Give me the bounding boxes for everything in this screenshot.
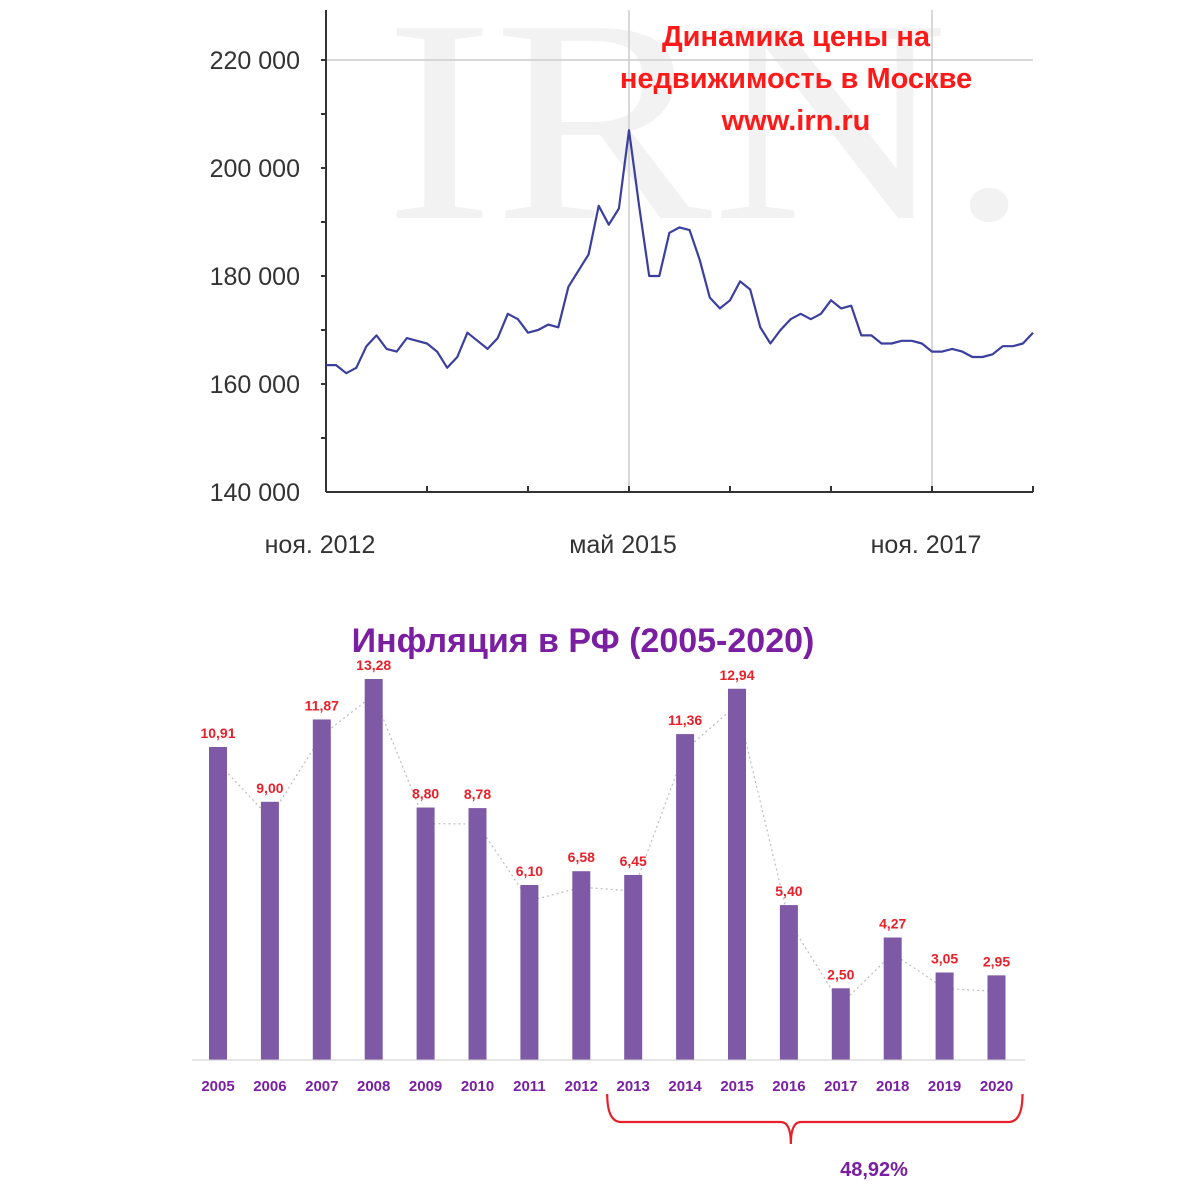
y-tick-label: 140 000 [210, 479, 300, 507]
bar-value-labels: 10,91 9,00 11,87 13,28 8,80 8,78 6,10 6,58 6,45 1… [200, 657, 1010, 982]
year-label-2018: 2018 [876, 1078, 909, 1095]
year-label-2006: 2006 [253, 1078, 286, 1095]
year-label-2020: 2020 [980, 1078, 1013, 1095]
bar-value-label-2006: 9,00 [256, 780, 283, 796]
y-tick-label: 160 000 [210, 371, 300, 399]
bar-2007 [312, 719, 331, 1060]
chart-title-line-3: www.irn.ru [721, 105, 871, 137]
chart-title-line-1: Динамика цены на [662, 21, 931, 53]
year-label-2005: 2005 [201, 1078, 234, 1095]
y-tick-label: 180 000 [210, 263, 300, 291]
bar-2009 [416, 807, 435, 1060]
bar-value-label-2019: 3,05 [931, 950, 958, 966]
trend-line [217, 694, 997, 1006]
year-label-2016: 2016 [772, 1078, 805, 1095]
bar-value-label-2011: 6,10 [516, 863, 543, 879]
y-tick-label: 200 000 [210, 155, 300, 183]
bar-2005 [209, 746, 227, 1060]
bar-value-label-2009: 8,80 [412, 786, 439, 802]
price-line [326, 129, 1034, 375]
year-label-2015: 2015 [720, 1078, 753, 1095]
x-tick-label: ноя. 2012 [265, 531, 376, 559]
bars [209, 679, 1006, 1060]
x-tick-labels: ноя. 2012 май 2015 ноя. 2017 [265, 531, 982, 559]
bar-2020 [987, 975, 1006, 1060]
bar-2011 [520, 884, 539, 1060]
year-label-2010: 2010 [461, 1078, 494, 1095]
x-tick-label: ноя. 2017 [871, 531, 982, 559]
year-label-2007: 2007 [305, 1078, 338, 1095]
year-label-2011: 2011 [513, 1078, 546, 1095]
bar-value-label-2007: 11,87 [305, 697, 339, 713]
y-tick-labels: 140 000 160 000 180 000 200 000 220 000 [210, 47, 300, 507]
bar-value-label-2008: 13,28 [356, 657, 391, 673]
year-labels: 2005 2006 2007 2008 2009 2010 2011 2012 2013 2014… [201, 1078, 1013, 1095]
bar-2018 [883, 937, 902, 1060]
bar-value-label-2010: 8,78 [464, 786, 491, 802]
y-tick-label: 220 000 [210, 47, 300, 75]
chart-title: Динамика цены на недвижимость в Москве w… [620, 21, 972, 137]
inflation-chart: Инфляция в РФ (2005-2020) 10,91 9,00 11,87… [192, 622, 1025, 1181]
bar-value-label-2014: 11,36 [668, 712, 702, 728]
axes [321, 10, 1034, 493]
moscow-price-chart: IRN. 140 000 160 000 180 000 200 000 220 000… [210, 0, 1034, 559]
bar-value-label-2015: 12,94 [719, 667, 754, 683]
year-label-2019: 2019 [928, 1078, 961, 1095]
bar-value-label-2013: 6,45 [620, 853, 647, 869]
bar-value-label-2017: 2,50 [827, 966, 854, 982]
bar-2016 [779, 905, 798, 1060]
grid-lines [326, 10, 1033, 492]
year-label-2017: 2017 [824, 1078, 857, 1095]
year-label-2009: 2009 [409, 1078, 442, 1095]
year-label-2008: 2008 [357, 1078, 390, 1095]
year-label-2013: 2013 [617, 1078, 650, 1095]
bar-value-label-2018: 4,27 [879, 915, 906, 931]
bar-value-label-2020: 2,95 [983, 953, 1010, 969]
year-label-2014: 2014 [668, 1078, 702, 1095]
bar-value-label-2016: 5,40 [775, 883, 802, 899]
year-label-2012: 2012 [565, 1078, 598, 1095]
x-tick-label: май 2015 [569, 531, 677, 559]
bar-value-label-2005: 10,91 [200, 725, 235, 741]
watermark-text: IRN. [385, 0, 1030, 281]
inflation-chart-title: Инфляция в РФ (2005-2020) [352, 622, 815, 660]
bar-2017 [831, 988, 850, 1060]
bar-2006 [260, 801, 279, 1060]
bar-2010 [468, 808, 487, 1060]
bar-value-label-2012: 6,58 [568, 849, 595, 865]
bar-2012 [572, 871, 591, 1060]
chart-title-line-2: недвижимость в Москве [620, 63, 972, 95]
bar-2019 [935, 972, 954, 1060]
bar-2008 [364, 679, 383, 1060]
period-total-label: 48,92% [840, 1159, 908, 1181]
bar-2015 [728, 688, 746, 1060]
bar-2013 [624, 874, 643, 1060]
bar-2014 [676, 734, 695, 1060]
period-brace [606, 1093, 1024, 1145]
